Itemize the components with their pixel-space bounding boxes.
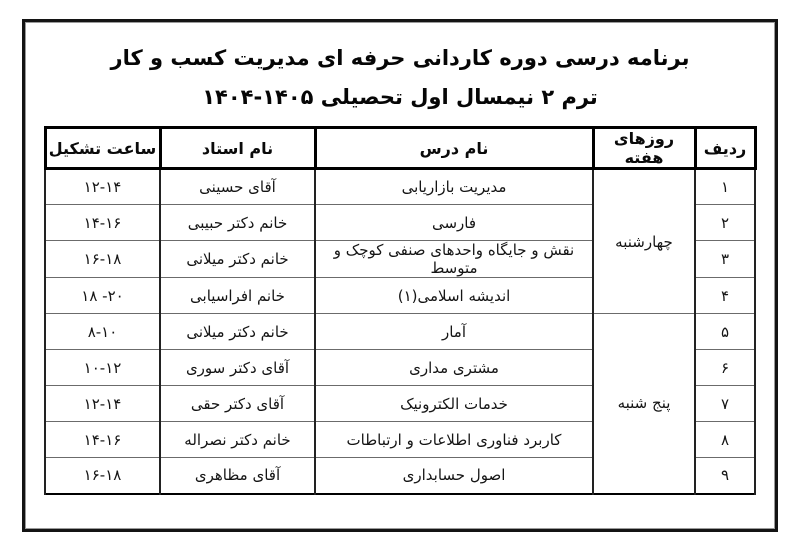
time-cell: ۱۲-۱۴: [44, 168, 161, 205]
day-cell-wednesday: چهارشنبه: [592, 168, 696, 314]
time-cell: ۱۰-۱۲: [44, 349, 161, 386]
course-cell: خدمات الکترونیک: [314, 385, 594, 422]
course-cell: اندیشه اسلامی(۱): [314, 277, 594, 314]
day-cell-thursday: پنج شنبه: [592, 313, 696, 494]
time-cell: ۱۶-۱۸: [44, 240, 161, 278]
time-cell: ۱۴-۱۶: [44, 204, 161, 241]
time-cell: ۱۶-۱۸: [44, 457, 161, 494]
instructor-cell: خانم دکتر میلانی: [159, 313, 316, 350]
row-number-cell: ۷: [694, 385, 756, 422]
time-cell: ۱۸ -۲۰: [44, 277, 161, 314]
row-number-cell: ۹: [694, 457, 756, 494]
header-cell-time: ساعت تشکیل: [43, 126, 162, 170]
course-cell: اصول حسابداری: [314, 457, 594, 494]
header-cell-instructor: نام استاد: [158, 126, 317, 170]
row-number-cell: ۴: [694, 277, 756, 314]
row-number-cell: ۲: [694, 204, 756, 241]
table-row: ۲ فارسی خانم دکتر حبیبی ۱۴-۱۶: [44, 204, 756, 241]
instructor-cell: خانم افراسیابی: [159, 277, 316, 314]
table-row: ۵ پنج شنبه آمار خانم دکتر میلانی ۸-۱۰: [44, 313, 756, 494]
subtitle-term-text: ترم ۲ نیمسال اول تحصیلی: [320, 85, 598, 109]
time-value: ۱۴-۱۶: [83, 213, 122, 232]
instructor-cell: خانم دکتر میلانی: [159, 240, 316, 278]
instructor-cell: آقای دکتر سوری: [159, 349, 316, 386]
instructor-cell: آقای دکتر حقی: [159, 385, 316, 422]
instructor-cell: آقای مظاهری: [159, 457, 316, 494]
time-value: ۱۲-۱۴: [83, 394, 122, 413]
table-row: ۸ کاربرد فناوری اطلاعات و ارتباطات خانم …: [44, 421, 756, 458]
instructor-cell: آقای حسینی: [159, 168, 316, 205]
row-number-cell: ۱: [694, 168, 756, 205]
schedule-table: ردیف روزهای هفته نام درس نام استاد ساعت …: [43, 126, 757, 495]
course-cell: کاربرد فناوری اطلاعات و ارتباطات: [314, 421, 594, 458]
instructor-cell: خانم دکتر نصراله: [159, 421, 316, 458]
time-value: ۱۴-۱۶: [83, 430, 122, 449]
document-subtitle: ترم ۲ نیمسال اول تحصیلی ۱۴۰۴-۱۴۰۵: [25, 85, 775, 109]
table-row: ۴ اندیشه اسلامی(۱) خانم افراسیابی ۱۸ -۲۰: [44, 277, 756, 314]
document-title: برنامه درسی دوره کاردانی حرفه ای مدیریت …: [110, 46, 690, 70]
table-row: ۱ چهارشنبه مدیریت بازاریابی آقای حسینی ۱…: [44, 168, 756, 314]
table-row: ۶ مشتری مداری آقای دکتر سوری ۱۰-۱۲: [44, 349, 756, 386]
row-number-cell: ۸: [694, 421, 756, 458]
time-value: ۸-۱۰: [87, 322, 118, 341]
time-value: ۱۶-۱۸: [83, 466, 122, 485]
row-number-cell: ۳: [694, 240, 756, 278]
time-value: ۱۲-۱۴: [83, 178, 122, 196]
course-cell: مشتری مداری: [314, 349, 594, 386]
header-cell-course: نام درس: [313, 126, 595, 170]
time-cell: ۱۴-۱۶: [44, 421, 161, 458]
header-cell-radif: ردیف: [693, 126, 757, 170]
course-cell: مدیریت بازاریابی: [314, 168, 594, 205]
time-value: ۱۶-۱۸: [83, 250, 122, 268]
time-value: ۱۸ -۲۰: [81, 286, 124, 305]
header-row: ردیف روزهای هفته نام درس نام استاد ساعت …: [43, 126, 757, 170]
schedule-document: برنامه درسی دوره کاردانی حرفه ای مدیریت …: [22, 19, 778, 532]
table-row: ۷ خدمات الکترونیک آقای دکتر حقی ۱۲-۱۴: [44, 385, 756, 422]
time-cell: ۱۲-۱۴: [44, 385, 161, 422]
time-value: ۱۰-۱۲: [83, 358, 122, 377]
header-cell-days: روزهای هفته: [591, 126, 697, 170]
table-row: ۳ نقش و جایگاه واحدهای صنفی کوچک و متوسط…: [44, 240, 756, 278]
table-row: ۹ اصول حسابداری آقای مظاهری ۱۶-۱۸: [44, 457, 756, 494]
row-number-cell: ۶: [694, 349, 756, 386]
course-cell: نقش و جایگاه واحدهای صنفی کوچک و متوسط: [314, 240, 594, 278]
time-cell: ۸-۱۰: [44, 313, 161, 350]
subtitle-academic-years: ۱۴۰۴-۱۴۰۵: [202, 85, 314, 109]
course-cell: آمار: [314, 313, 594, 350]
course-cell: فارسی: [314, 204, 594, 241]
instructor-cell: خانم دکتر حبیبی: [159, 204, 316, 241]
row-number-cell: ۵: [694, 313, 756, 350]
